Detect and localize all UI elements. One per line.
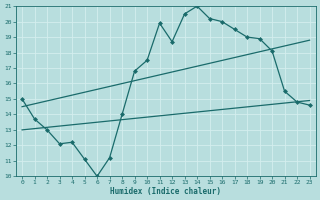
X-axis label: Humidex (Indice chaleur): Humidex (Indice chaleur) <box>110 187 221 196</box>
